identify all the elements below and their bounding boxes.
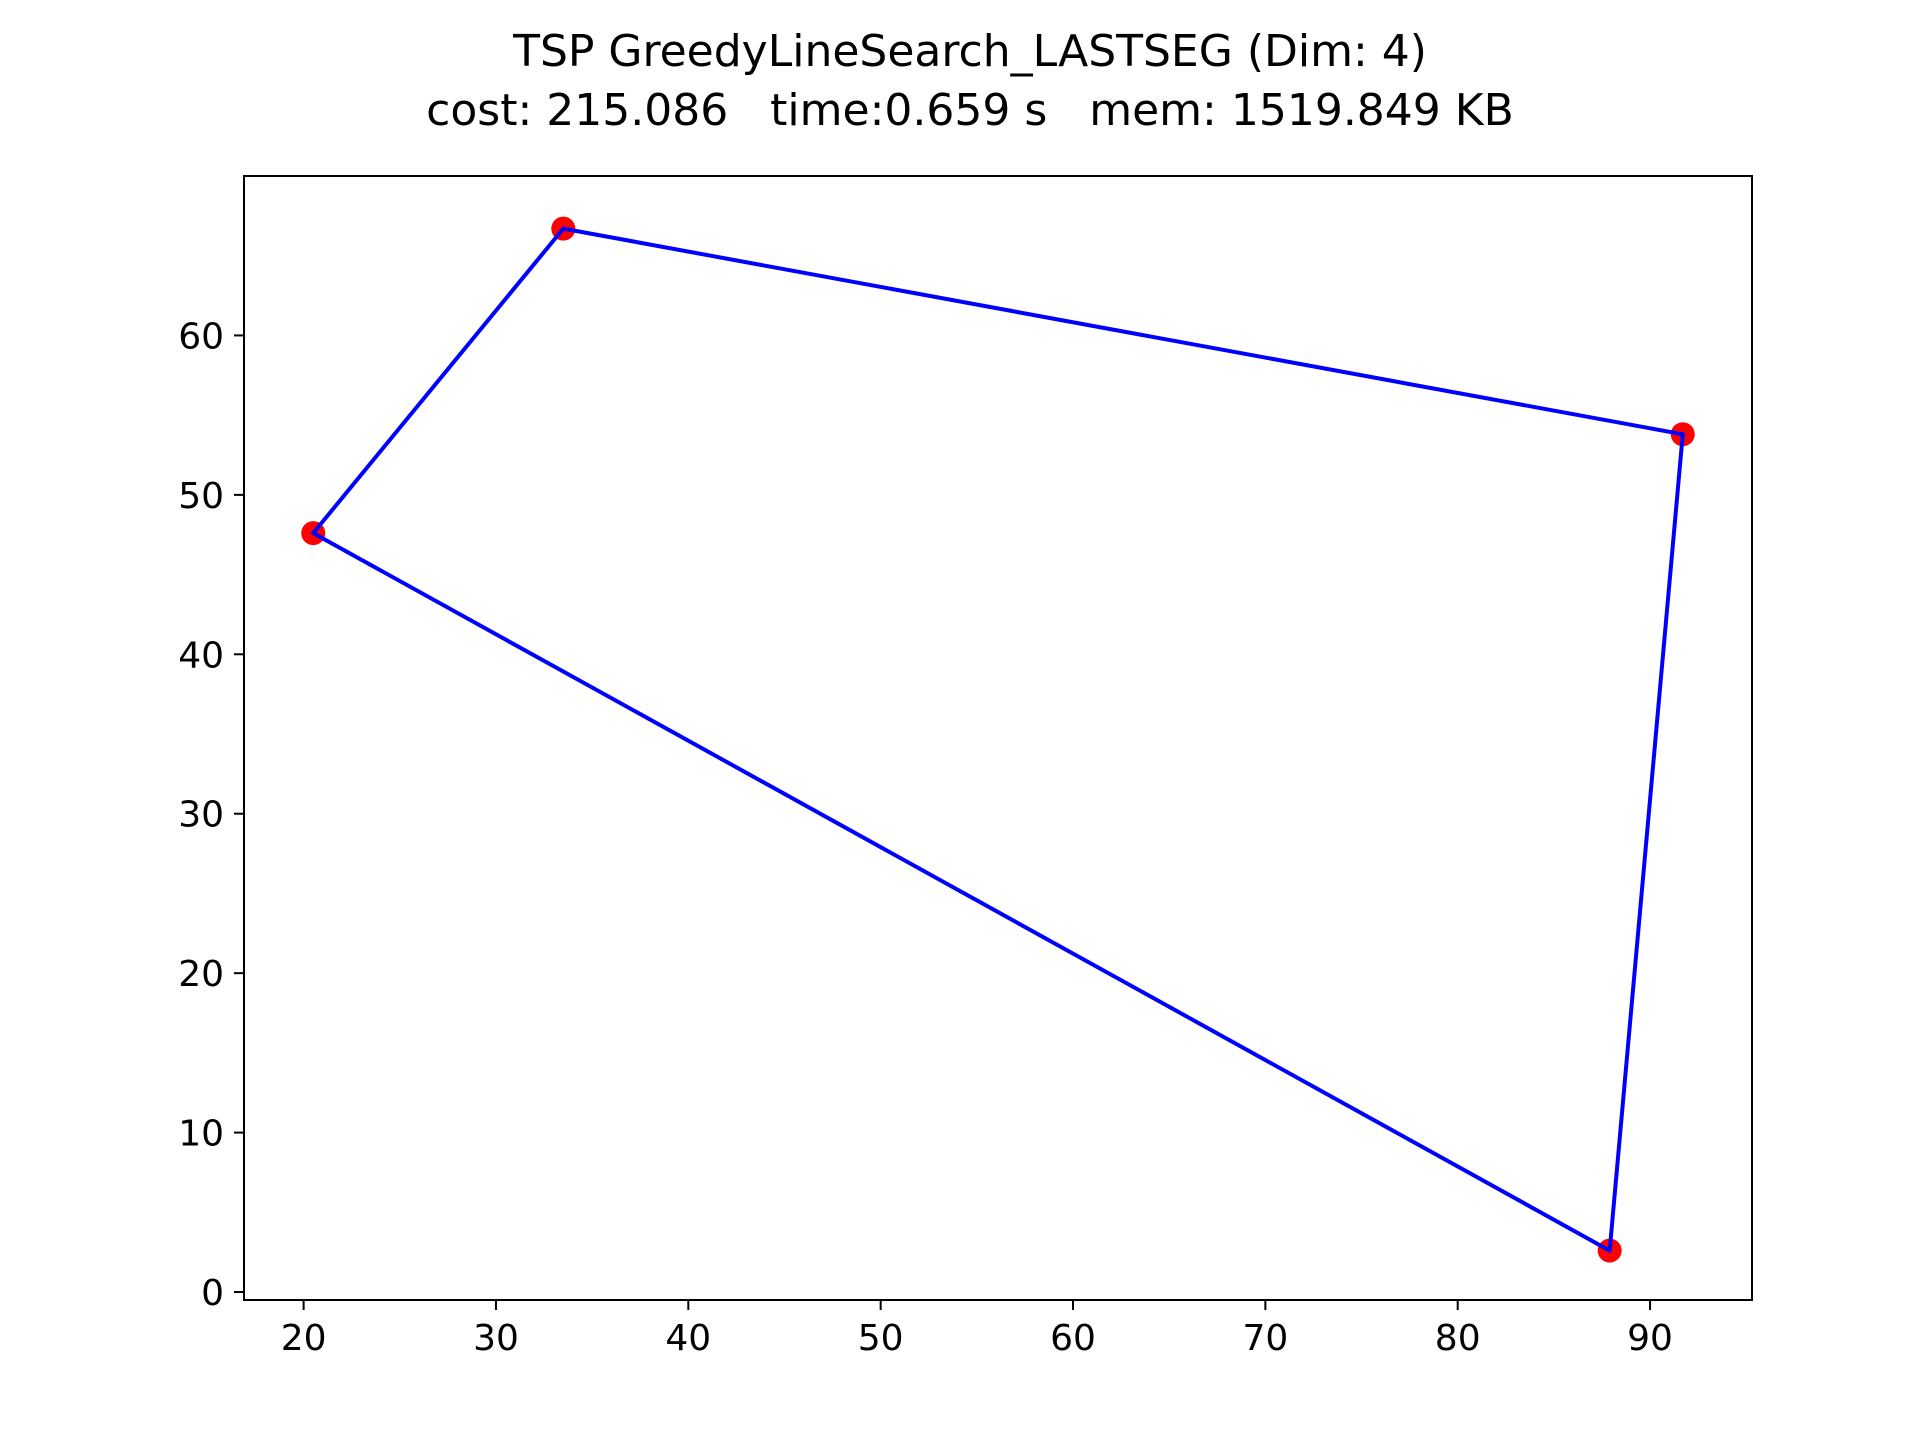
x-tick-label: 70 [1242,1318,1288,1359]
tour-segment [1607,432,1685,1253]
tour-segment [311,531,1612,1253]
plot-area: 20 30 40 50 60 70 80 90 0 10 20 30 40 50 60 [178,175,1753,1359]
y-tick-label: 30 [178,795,224,836]
x-tick-label: 50 [858,1318,904,1359]
y-tick-label: 60 [178,316,224,357]
y-tick-label: 20 [178,954,224,995]
tour-segment [311,226,566,536]
x-tick-label: 40 [665,1318,711,1359]
x-tick-label: 80 [1435,1318,1481,1359]
chart-title: TSP GreedyLineSearch_LASTSEG (Dim: 4) [512,26,1427,77]
x-tick-label: 60 [1050,1318,1096,1359]
y-tick-label: 40 [178,635,224,676]
tour-segment [561,226,1685,437]
y-tick-label: 0 [201,1273,224,1314]
y-tick-label: 10 [178,1114,224,1155]
x-tick-label: 20 [281,1318,327,1359]
chart-subtitle: cost: 215.086 time:0.659 s mem: 1519.849… [426,85,1514,136]
x-tick-label: 30 [473,1318,519,1359]
x-tick-label: 90 [1627,1318,1673,1359]
y-tick-label: 50 [178,476,224,517]
axes-frame [243,175,1753,1301]
